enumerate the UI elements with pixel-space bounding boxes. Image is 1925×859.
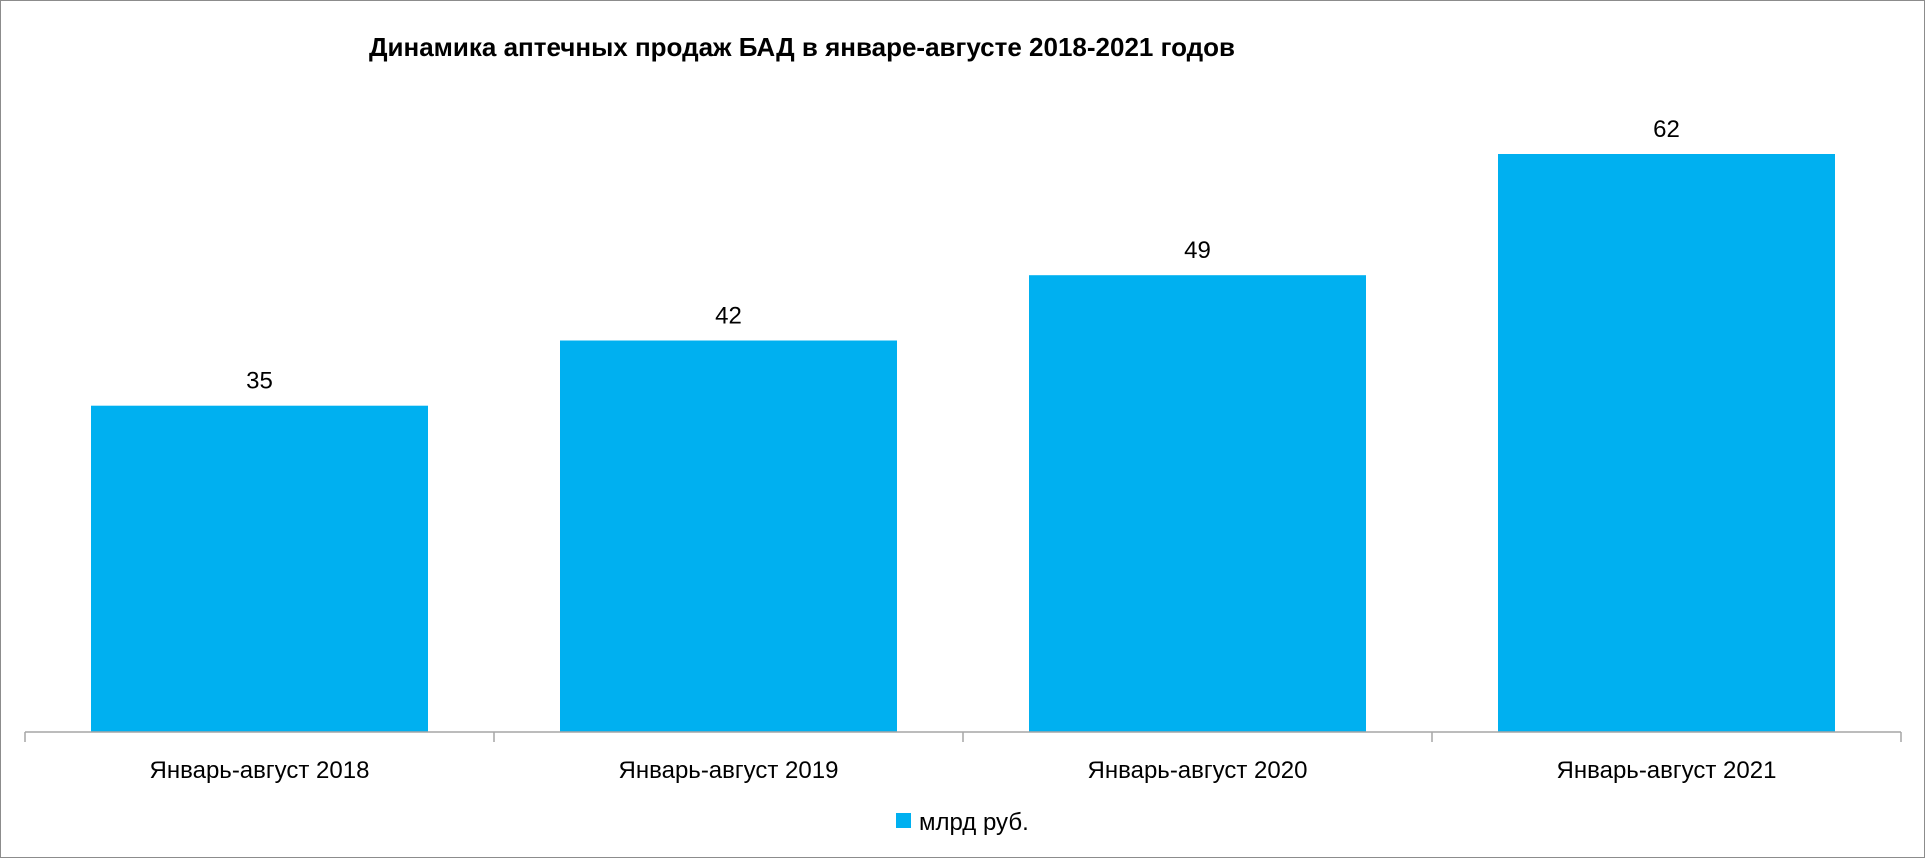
legend: млрд руб. [896, 809, 1029, 836]
data-label-2: 42 [715, 303, 742, 330]
data-label-3: 49 [1184, 237, 1211, 264]
x-tick-label-1: Январь-август 2018 [150, 757, 370, 784]
x-tick-label-3: Январь-август 2020 [1088, 757, 1308, 784]
x-tick-label-2: Январь-август 2019 [619, 757, 839, 784]
bar-3 [1029, 275, 1366, 732]
legend-label: млрд руб. [919, 809, 1029, 836]
bar-1 [91, 405, 428, 732]
data-label-4: 62 [1653, 116, 1680, 143]
legend-swatch [896, 813, 911, 828]
plot-area: 35 42 49 62 Январь-август 2018 Январь-август … [24, 116, 1902, 784]
x-tick-label-4: Январь-август 2021 [1557, 757, 1777, 784]
bar-4 [1498, 154, 1835, 732]
data-label-1: 35 [246, 368, 273, 395]
chart-title: Динамика аптечных продаж БАД в январе-ав… [369, 32, 1235, 62]
bar-2 [560, 340, 897, 732]
